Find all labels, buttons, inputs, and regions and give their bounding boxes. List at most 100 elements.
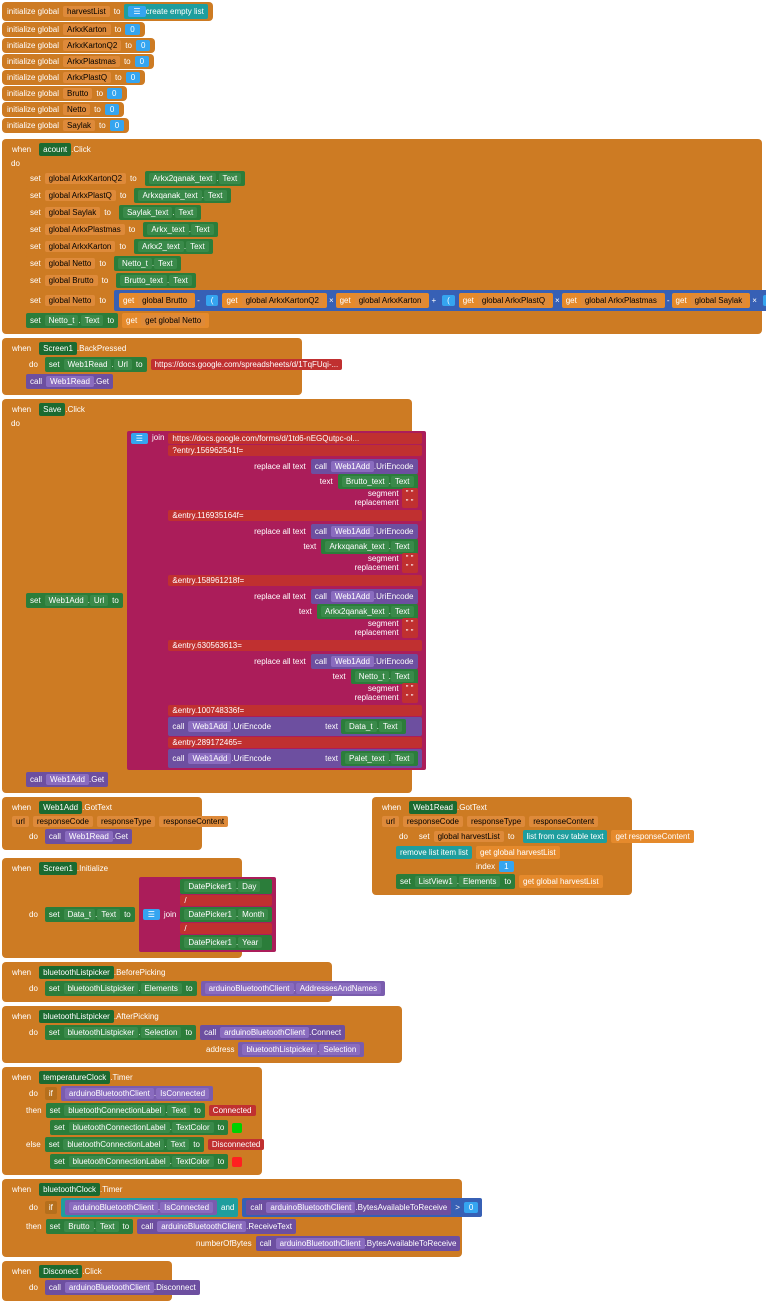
web1add-gottext[interactable]: when Web1Add .GotText urlresponseCoderes… [2,797,202,850]
and-left[interactable]: arduinoBluetoothClient.IsConnected and [61,1198,238,1217]
src-prop[interactable]: Arkx2_text.Text [134,239,213,254]
src-prop[interactable]: Brutto_text.Text [116,273,196,288]
addresses[interactable]: arduinoBluetoothClient.AddressesAndNames [201,981,386,996]
set-hl[interactable]: set global harvestList to [415,829,519,844]
compare[interactable]: call arduinoBluetoothClient.BytesAvailab… [242,1198,482,1217]
init-global-ArkxKartonQ2[interactable]: initialize global ArkxKartonQ2 to 0 [2,38,155,53]
color-red[interactable] [232,1157,242,1167]
when: when [8,966,35,979]
csvtable[interactable]: list from csv table text [523,830,608,843]
set-sel[interactable]: set bluetoothListpicker.Selection to [45,1025,196,1040]
evt: .AfterPicking [114,1012,159,1021]
init-global-Brutto[interactable]: initialize global Brutto to 0 [2,86,127,101]
comp-acount: acount [39,143,71,156]
join[interactable]: ☰ join https://docs.google.com/forms/d/1… [127,431,426,770]
sel-src[interactable]: bluetoothListpicker.Selection [238,1042,364,1057]
src-prop[interactable]: Netto_t.Text [114,256,181,271]
init-global-Netto[interactable]: initialize global Netto to 0 [2,102,124,117]
num-zero[interactable]: 0 [136,40,150,51]
evt: .GotText [457,803,487,812]
call[interactable]: call Web1Read.Get [45,829,132,844]
src-prop[interactable]: Arkx_text.Text [143,222,217,237]
acount-click-block[interactable]: when acount .Click do set global ArkxKar… [2,139,762,334]
set-text2[interactable]: set bluetoothConnectionLabel.Text to [45,1137,204,1152]
when: when [8,801,35,814]
url-value[interactable]: https://docs.google.com/spreadsheets/d/1… [151,359,343,370]
join[interactable]: ☰ join DatePicker1.Day/DatePicker1.Month… [139,877,277,952]
set-netto-text[interactable]: set Netto_t. Text to [26,313,118,328]
get-hl2[interactable]: get global harvestList [519,875,603,888]
init-global-harvestList[interactable]: initialize global harvestList to ☰ creat… [2,2,213,21]
index-val[interactable]: 1 [499,861,513,872]
when: when [8,1010,35,1023]
setter[interactable]: set global Brutto to [26,273,112,288]
save-click-block[interactable]: when Save .Click do set Web1Add.Url to ☰… [2,399,412,793]
get-hl[interactable]: get global harvestList [476,846,560,859]
set-el[interactable]: set bluetoothListpicker.Elements to [45,981,197,996]
init-global-ArkxKarton[interactable]: initialize global ArkxKarton to 0 [2,22,145,37]
set-text[interactable]: set bluetoothConnectionLabel.Text to [46,1103,205,1118]
btlp-after[interactable]: when bluetoothListpicker .AfterPicking d… [2,1006,402,1063]
setter[interactable]: set global ArkxKarton to [26,239,130,254]
isconn[interactable]: arduinoBluetoothClient.IsConnected [61,1086,213,1101]
setter[interactable]: set global ArkxKartonQ2 to [26,171,141,186]
evt: .GotText [82,803,112,812]
web1read-gottext[interactable]: when Web1Read .GotText urlresponseCodere… [372,797,632,895]
set-url[interactable]: set Web1Add.Url to [26,593,123,608]
math-expr[interactable]: get global Brutto - ( get global ArkxKar… [114,290,766,311]
init-global-Saylak[interactable]: initialize global Saylak to 0 [2,118,129,133]
num-zero[interactable]: 0 [135,56,149,67]
disconnected-str[interactable]: Disconnected [208,1139,264,1150]
get-brutto[interactable]: get global Brutto [119,293,195,308]
setter[interactable]: set global ArkxPlastQ to [26,188,130,203]
do: do [26,909,41,920]
screen1-init[interactable]: when Screen1 .Initialize do set Data_t.T… [2,858,242,958]
num-zero[interactable]: 0 [126,72,140,83]
num-zero[interactable]: 0 [110,120,124,131]
call-disc[interactable]: call arduinoBluetoothClient.Disconnect [45,1280,200,1295]
call-get[interactable]: call Web1Read.Get [26,374,113,389]
init-global-ArkxPlastQ[interactable]: initialize global ArkxPlastQ to 0 [2,70,145,85]
bytes-avail2[interactable]: call arduinoBluetoothClient.BytesAvailab… [256,1236,461,1251]
set-lv[interactable]: set ListView1.Elements to [396,874,515,889]
btlp-before[interactable]: when bluetoothListpicker .BeforePicking … [2,962,332,1002]
src-prop[interactable]: Arkxqanak_text.Text [134,188,230,203]
arg-responseType: responseType [97,816,155,827]
connected-str[interactable]: Connected [209,1105,256,1116]
color-green[interactable] [232,1123,242,1133]
if[interactable]: if [45,1087,57,1100]
set-brutto[interactable]: set Brutto.Text to [46,1219,134,1234]
src-prop[interactable]: Arkx2qanak_text.Text [145,171,246,186]
tempclock-timer[interactable]: when temperatureClock .Timer do if ardui… [2,1067,262,1175]
do: do [26,359,41,370]
set-color2[interactable]: set bluetoothConnectionLabel.TextColor t… [50,1154,228,1169]
backpressed-block[interactable]: when Screen1 .BackPressed do set Web1Rea… [2,338,302,395]
get-netto[interactable]: get get global Netto [122,313,209,328]
num-zero[interactable]: 0 [125,24,139,35]
set-data[interactable]: set Data_t.Text to [45,907,135,922]
btclock-timer[interactable]: when bluetoothClock .Timer do if arduino… [2,1179,462,1257]
call-get-final[interactable]: call Web1Add.Get [26,772,108,787]
disconnect-click[interactable]: when Disconect .Click do call arduinoBlu… [2,1261,172,1301]
when: when [8,342,35,355]
comp: bluetoothListpicker [39,966,114,979]
remove-item[interactable]: remove list item list [396,846,472,859]
get-resp[interactable]: get responseContent [611,830,693,843]
setter[interactable]: set global Saylak to [26,205,115,220]
num-zero[interactable]: 0 [107,88,121,99]
setter[interactable]: set global Netto to [26,256,110,271]
src-prop[interactable]: Saylak_text.Text [119,205,201,220]
receivetext[interactable]: call arduinoBluetoothClient.ReceiveText [137,1219,296,1234]
num-zero[interactable]: 0 [105,104,119,115]
do: do [26,1027,41,1038]
set-netto-g[interactable]: set global Netto to [26,293,110,308]
addr-lbl: address [206,1045,234,1054]
init-global-ArkxPlastmas[interactable]: initialize global ArkxPlastmas to 0 [2,54,154,69]
connect[interactable]: call arduinoBluetoothClient.Connect [200,1025,345,1040]
create-empty-list[interactable]: ☰ create empty list [124,4,207,19]
if[interactable]: if [45,1201,57,1214]
set-url[interactable]: set Web1Read.Url to [45,357,147,372]
setter[interactable]: set global ArkxPlastmas to [26,222,139,237]
set-color[interactable]: set bluetoothConnectionLabel.TextColor t… [50,1120,228,1135]
arg-url: url [382,816,399,827]
